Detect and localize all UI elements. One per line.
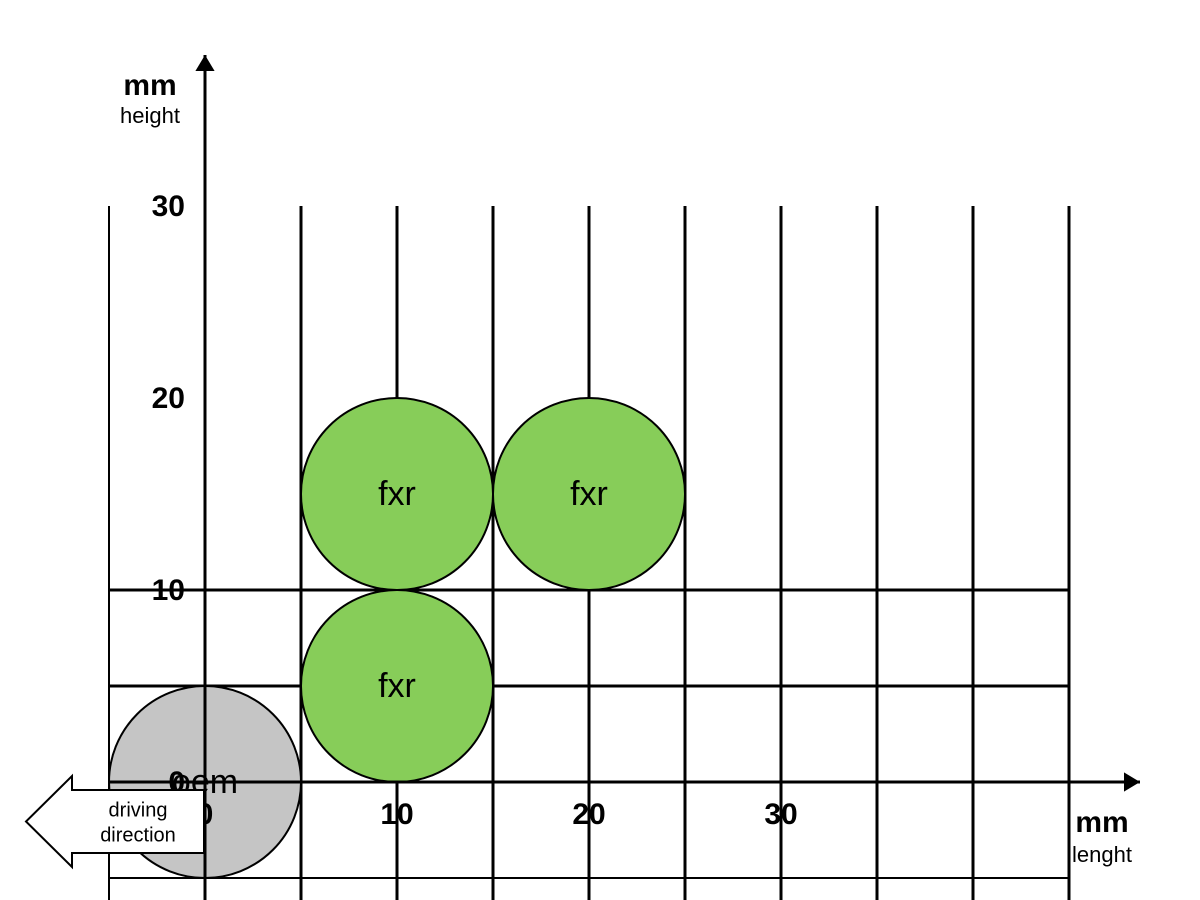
circle-fxr1: fxr [301,590,493,782]
circle-fxr3: fxr [493,398,685,590]
x-tick-label: 10 [380,798,413,831]
x-sub-label: lenght [1072,842,1132,867]
direction-label-1: driving [109,800,168,822]
marker-label: fxr [570,475,608,513]
y-unit-label: mm [123,69,176,102]
y-sub-label: height [120,103,180,128]
circle-fxr2: fxr [301,398,493,590]
x-tick-label: 30 [764,798,797,831]
y-tick-label: 10 [152,574,185,607]
marker-label: fxr [378,475,416,513]
y-tick-label: 20 [152,382,185,415]
marker-label: fxr [378,667,416,705]
y-tick-label: 30 [152,190,185,223]
x-unit-label: mm [1075,806,1128,839]
direction-label-2: direction [100,825,176,847]
x-tick-label: 20 [572,798,605,831]
